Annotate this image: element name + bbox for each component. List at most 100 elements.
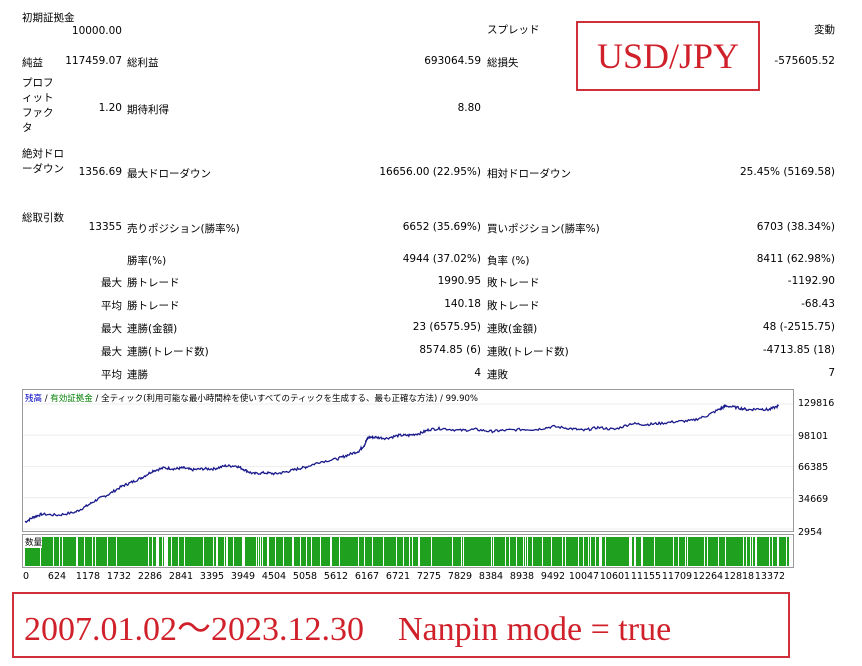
volume-bar (89, 537, 90, 566)
volume-bar (636, 537, 637, 566)
volume-bar (510, 537, 511, 566)
volume-bar (163, 537, 164, 566)
volume-bar (582, 537, 583, 566)
volume-bar (114, 537, 115, 566)
volume-bar (139, 537, 140, 566)
volume-bar (637, 537, 638, 566)
volume-bar (181, 537, 182, 566)
x-tick-label: 11709 (661, 571, 693, 582)
volume-bar (617, 537, 618, 566)
volume-bar (105, 537, 106, 566)
volume-bar (771, 537, 772, 566)
loss-rate-value: 8411 (62.98%) (756, 253, 835, 265)
volume-bar (460, 537, 461, 566)
volume-bar (146, 537, 147, 566)
volume-bar (308, 537, 309, 566)
volume-bar (56, 537, 57, 566)
volume-bar (745, 537, 746, 566)
volume-bar (659, 537, 660, 566)
total-trades-value: 13355 (88, 221, 122, 233)
volume-bar (423, 537, 424, 566)
volume-bar (735, 537, 736, 566)
volume-bar (58, 537, 59, 566)
volume-bar (503, 537, 504, 566)
volume-bar (104, 537, 105, 566)
volume-bar (699, 537, 700, 566)
volume-bar (566, 537, 567, 566)
volume-bar (96, 537, 97, 566)
volume-bar (539, 537, 540, 566)
volume-bar (627, 537, 628, 566)
volume-bar (464, 537, 465, 566)
volume-bar (702, 537, 703, 566)
volume-bar (587, 537, 588, 566)
volume-bar (386, 537, 387, 566)
volume-bar (99, 537, 100, 566)
volume-bar (763, 537, 764, 566)
volume-bar (666, 537, 667, 566)
volume-bar (280, 537, 281, 566)
stat-row-loss-value: -68.43 (801, 298, 835, 310)
volume-bar (748, 537, 749, 566)
expected-payoff-label: 期待利得 (127, 104, 169, 116)
volume-bar (729, 537, 730, 566)
stat-row-win-label: 勝トレード (127, 300, 180, 312)
volume-bar (208, 537, 209, 566)
volume-bar (554, 537, 555, 566)
volume-bar (221, 537, 222, 566)
volume-bar (177, 537, 178, 566)
volume-bar (734, 537, 735, 566)
volume-bar (674, 537, 675, 566)
volume-bar (426, 537, 427, 566)
volume-bar (362, 537, 363, 566)
volume-bar (416, 537, 417, 566)
volume-bar (212, 537, 213, 566)
volume-bar (721, 537, 722, 566)
volume-bar (517, 537, 518, 566)
volume-bar (349, 537, 350, 566)
volume-bar (234, 537, 235, 566)
volume-bar (709, 537, 710, 566)
volume-bar (31, 537, 32, 566)
volume-bar (252, 537, 253, 566)
volume-bar (592, 537, 593, 566)
volume-bar (325, 537, 326, 566)
volume-bar (321, 537, 322, 566)
volume-bar (30, 537, 31, 566)
volume-bar (90, 537, 91, 566)
volume-bar (622, 537, 623, 566)
volume-bar (151, 537, 152, 566)
volume-bar (574, 537, 575, 566)
volume-bar (782, 537, 783, 566)
volume-bar (670, 537, 671, 566)
volume-bar (779, 537, 780, 566)
volume-bar (732, 537, 733, 566)
volume-bar (215, 537, 216, 566)
spread-label: スプレッド (487, 24, 540, 36)
volume-bar (459, 537, 460, 566)
volume-bar (484, 537, 485, 566)
volume-bar (304, 537, 305, 566)
y-tick-label: 98101 (798, 431, 829, 442)
volume-bar (240, 537, 241, 566)
volume-bar (285, 537, 286, 566)
volume-bar (136, 537, 137, 566)
volume-bar (531, 537, 532, 566)
volume-bar (480, 537, 481, 566)
volume-bar (303, 537, 304, 566)
volume-bar (507, 537, 508, 566)
volume-bar (50, 537, 51, 566)
y-tick-label: 129816 (798, 398, 835, 409)
volume-bar (504, 537, 505, 566)
volume-bar (675, 537, 676, 566)
volume-bar (74, 537, 75, 566)
volume-bar (626, 537, 627, 566)
volume-bar (602, 537, 603, 566)
x-tick-label: 1732 (106, 571, 132, 582)
volume-bar (458, 537, 459, 566)
profit-factor-value: 1.20 (98, 102, 122, 114)
volume-bar (185, 537, 186, 566)
volume-bar (545, 537, 546, 566)
volume-bar (237, 537, 238, 566)
x-tick-label: 2286 (137, 571, 163, 582)
